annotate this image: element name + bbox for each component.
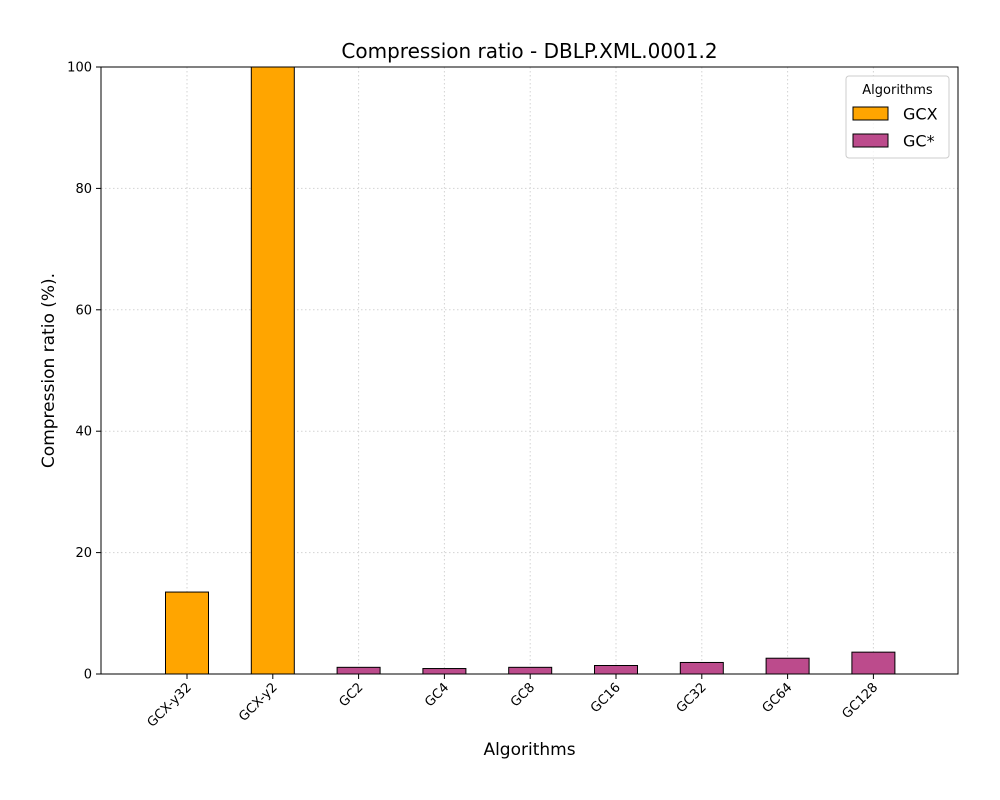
bar-gc16 [594, 665, 638, 675]
y-tick-label: 80 [75, 182, 92, 197]
bar-gc64 [765, 657, 810, 675]
bar-gc32 [679, 661, 724, 675]
legend-swatch-gcstar [852, 133, 889, 148]
legend-label-gcx: GCX [903, 105, 938, 124]
y-tick-label: 0 [84, 668, 92, 683]
bar-gc4 [422, 668, 467, 675]
chart-title: Compression ratio - DBLP.XML.0001.2 [341, 39, 717, 63]
y-tick-label: 40 [75, 425, 92, 440]
bar-gc2 [336, 666, 381, 675]
x-axis-label: Algorithms [483, 740, 575, 760]
bars-layer [165, 66, 896, 675]
bar-gc128 [851, 651, 896, 675]
legend-swatch-gcx [852, 106, 889, 121]
legend: Algorithms GCX GC* [845, 75, 950, 159]
y-tick-label: 100 [67, 61, 92, 76]
y-axis-label: Compression ratio (%). [39, 273, 59, 468]
legend-title: Algorithms [862, 83, 933, 98]
bar-gcx-y32 [165, 591, 209, 675]
bar-gcx-y2 [250, 66, 295, 675]
legend-label-gcstar: GC* [903, 132, 935, 151]
y-tick-label: 20 [75, 546, 92, 561]
y-tick-label: 60 [75, 303, 92, 318]
plot-frame [100, 66, 959, 675]
bar-gc8 [508, 666, 553, 675]
